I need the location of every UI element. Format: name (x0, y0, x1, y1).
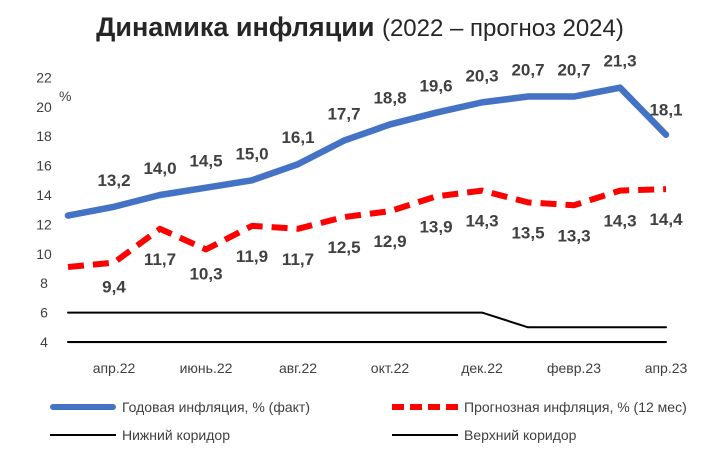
legend-swatch-forecast (392, 404, 458, 410)
data-label-forecast: 13,5 (511, 223, 544, 242)
data-label-actual: 21,3 (603, 52, 636, 71)
legend-item-forecast-inflation: Прогнозная инфляция, % (12 мес) (392, 399, 687, 415)
data-label-forecast: 12,5 (327, 238, 360, 257)
y-tick-label: 22 (36, 69, 52, 85)
data-label-actual: 15,0 (235, 144, 268, 163)
chart-title-main: Динамика инфляции (96, 12, 375, 42)
data-label-actual: 18,1 (649, 101, 682, 120)
data-label-actual: 19,6 (419, 77, 452, 96)
legend-item-upper-corridor: Верхний коридор (392, 427, 576, 443)
legend-label-actual: Годовая инфляция, % (факт) (122, 399, 310, 415)
data-label-actual: 18,8 (373, 88, 406, 107)
data-label-forecast: 11,7 (144, 250, 176, 269)
legend-label-upper: Верхний коридор (464, 427, 577, 443)
data-label-forecast: 13,3 (557, 226, 590, 245)
data-label-forecast: 14,3 (465, 212, 498, 231)
x-tick-label: февр.23 (547, 360, 601, 376)
legend-swatch-actual (50, 404, 116, 410)
data-label-actual: 20,7 (511, 61, 544, 80)
chart-title: Динамика инфляции (2022 – прогноз 2024) (0, 12, 720, 43)
y-tick-label: 16 (36, 158, 52, 174)
y-axis: 4 6 8 10 12 14 16 18 20 22 (36, 69, 52, 350)
y-tick-label: 10 (36, 246, 52, 262)
legend-item-actual-inflation: Годовая инфляция, % (факт) (50, 399, 310, 415)
y-tick-label: 18 (36, 128, 52, 144)
y-tick-label: 4 (40, 334, 48, 350)
data-label-actual: 14,0 (143, 159, 176, 178)
x-axis: апр.22 июнь.22 авг.22 окт.22 дек.22 февр.23 ап… (68, 342, 688, 376)
data-label-forecast: 11,7 (282, 250, 314, 269)
series-line-forecast-inflation (67, 186, 667, 271)
data-label-forecast: 14,4 (649, 210, 683, 229)
data-label-forecast: 10,3 (189, 264, 222, 283)
series-line-upper-corridor (67, 311, 667, 329)
legend-label-lower: Нижний коридор (122, 427, 230, 443)
data-label-actual: 20,7 (557, 61, 590, 80)
x-tick-label: апр.22 (93, 360, 136, 376)
data-label-actual: 20,3 (465, 66, 498, 85)
data-label-forecast: 14,3 (603, 212, 636, 231)
data-label-actual: 13,2 (97, 171, 130, 190)
plot-lines (64, 84, 670, 343)
y-tick-label: 6 (40, 305, 48, 321)
data-label-actual: 14,5 (189, 152, 222, 171)
data-label-forecast: 11,9 (236, 247, 268, 266)
legend-item-lower-corridor: Нижний коридор (50, 427, 230, 443)
data-label-actual: 17,7 (327, 105, 360, 124)
series-line-actual-inflation (64, 84, 670, 219)
y-tick-label: 8 (40, 275, 48, 291)
x-tick-label: дек.22 (461, 360, 503, 376)
legend-label-forecast: Прогнозная инфляция, % (12 мес) (464, 399, 687, 415)
x-tick-label: авг.22 (279, 360, 317, 376)
data-label-forecast: 12,9 (373, 232, 406, 251)
chart-subtitle: (2022 – прогноз 2024) (381, 15, 624, 42)
y-tick-label: 14 (36, 187, 52, 203)
x-tick-label: апр.23 (645, 360, 688, 376)
x-tick-label: окт.22 (371, 360, 410, 376)
legend-swatch-lower (50, 434, 116, 436)
y-axis-unit-label: % (59, 88, 71, 104)
data-labels: 13,2 14,0 14,5 15,0 16,1 17,7 18,8 19,6 20,3 20,7… (97, 52, 683, 297)
data-label-forecast: 13,9 (419, 217, 452, 236)
y-tick-label: 20 (36, 99, 52, 115)
y-tick-label: 12 (36, 216, 52, 232)
data-label-forecast: 9,4 (102, 278, 126, 297)
legend-swatch-upper (392, 434, 458, 436)
x-tick-label: июнь.22 (180, 360, 233, 376)
data-label-actual: 16,1 (281, 128, 314, 147)
